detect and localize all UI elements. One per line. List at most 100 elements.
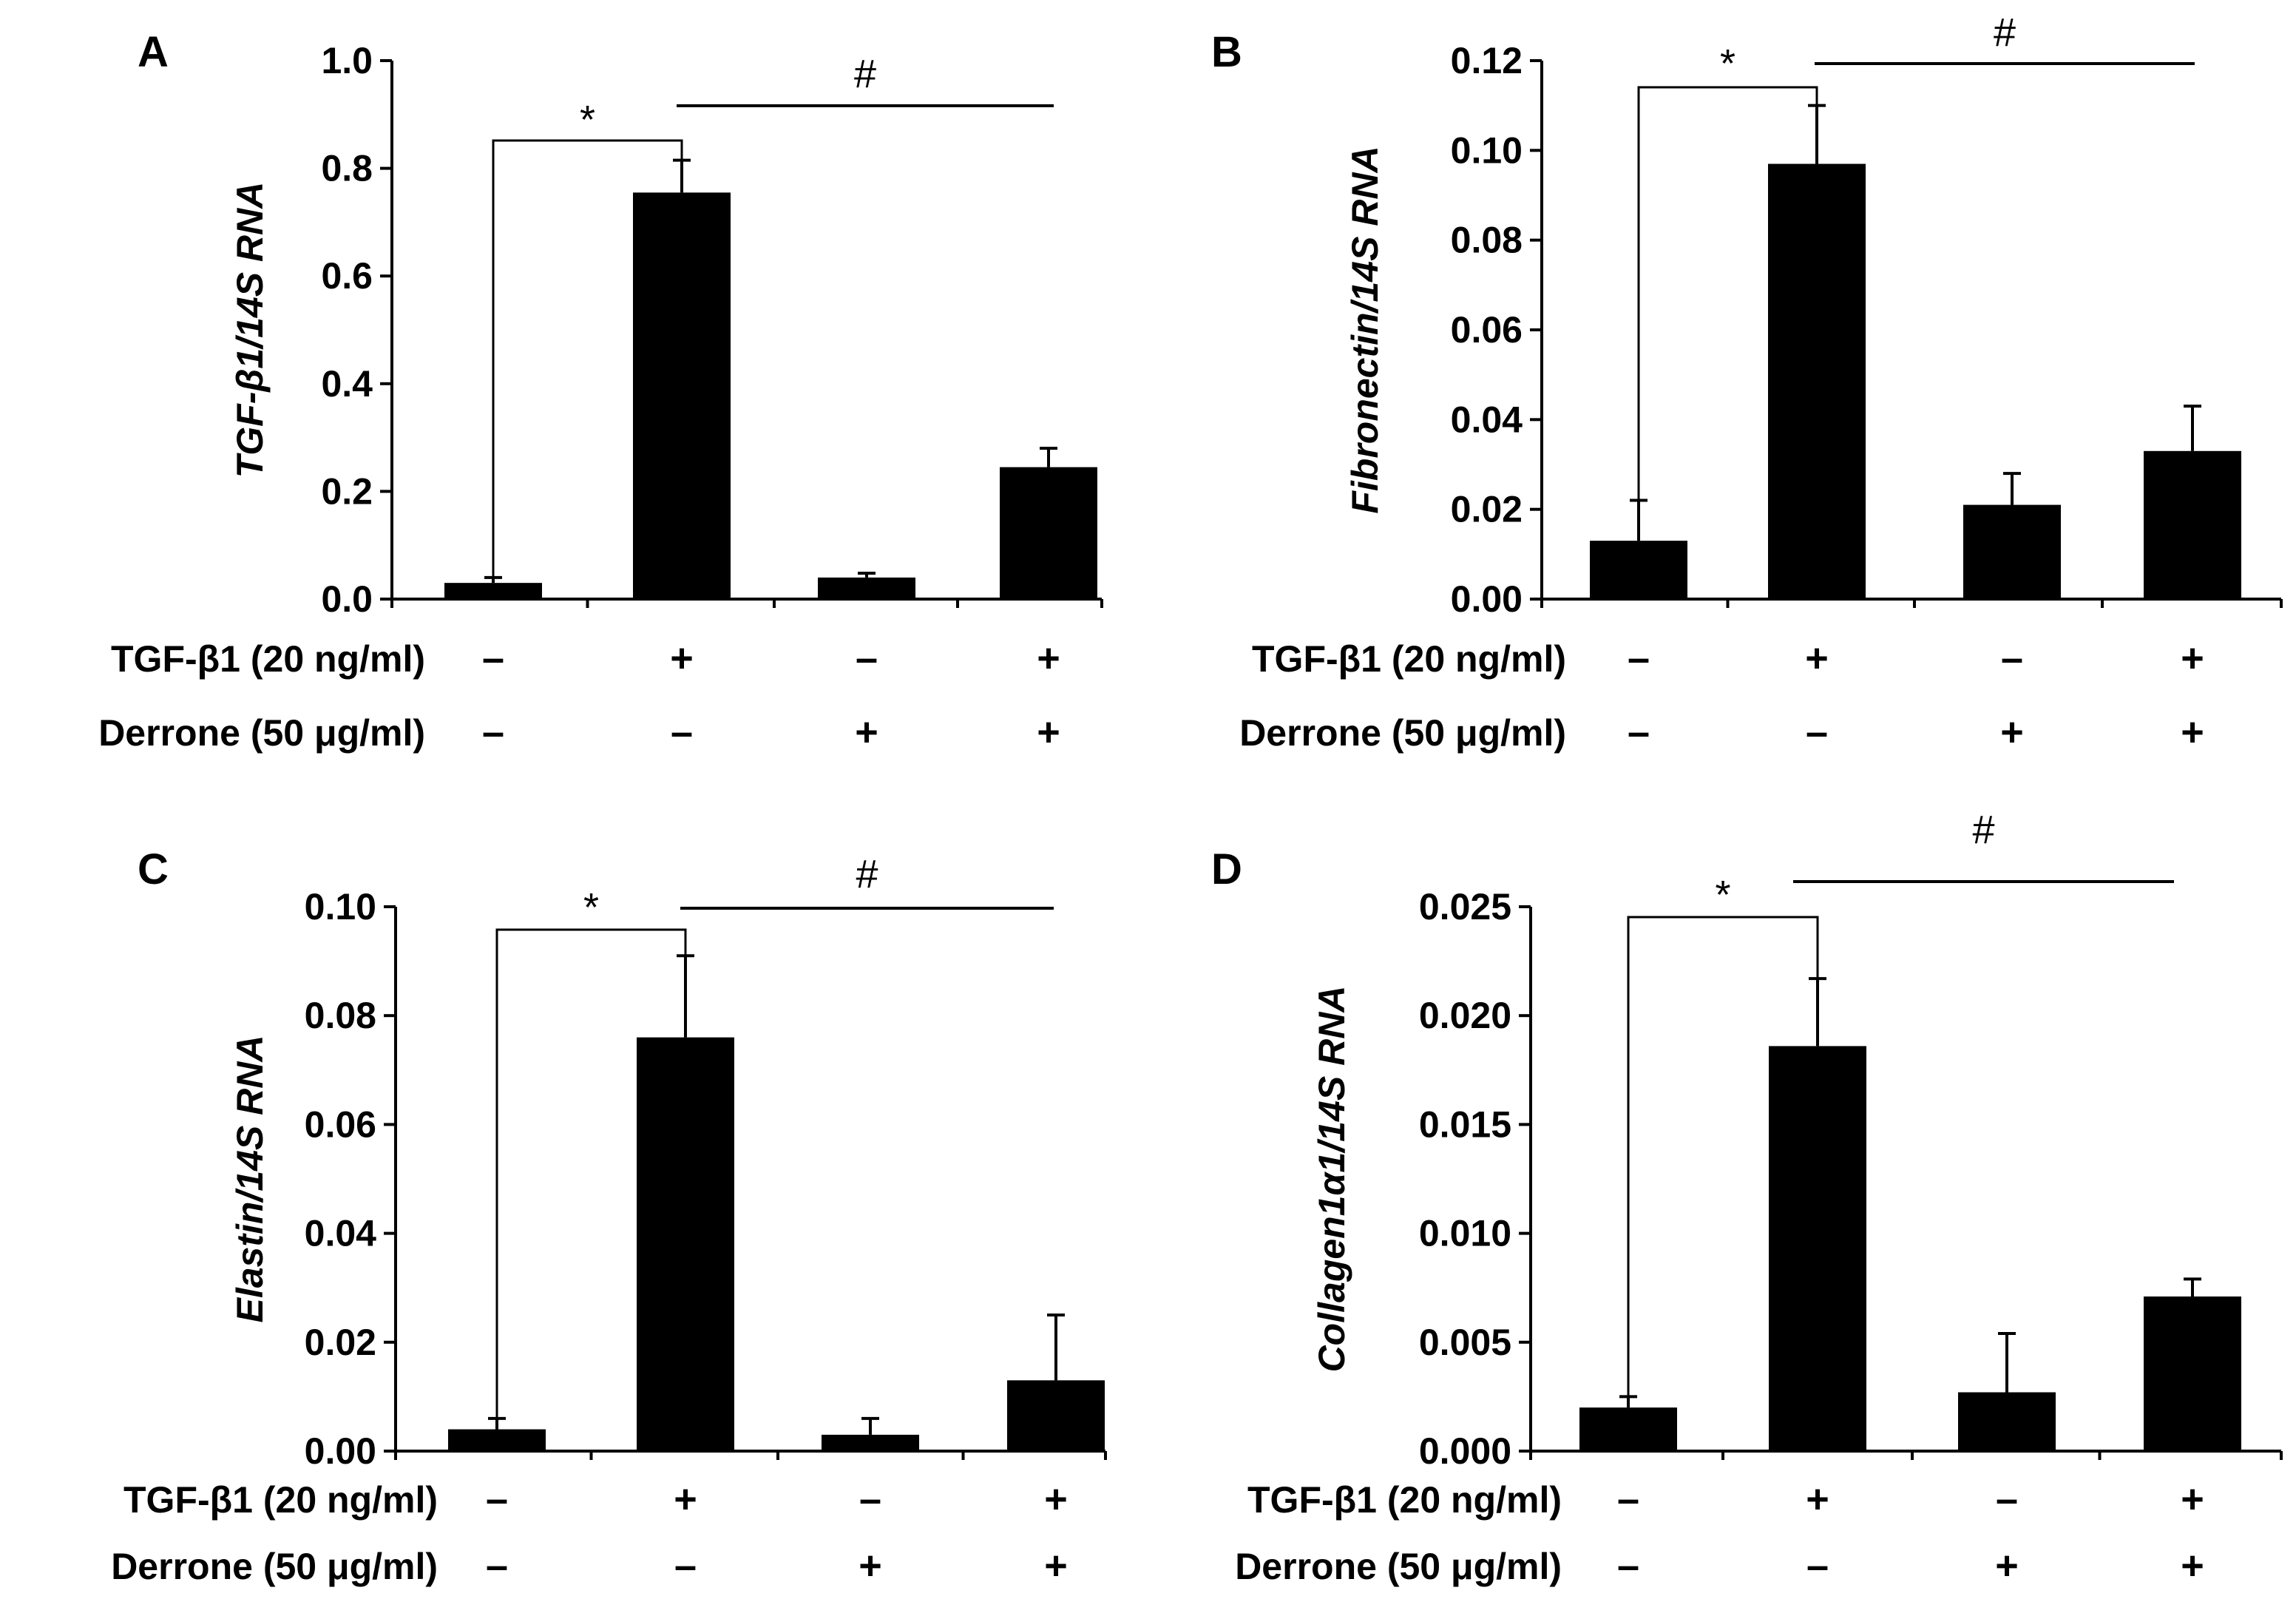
row-label-tgf: TGF-β1 (20 ng/ml) [1247,1479,1562,1521]
bar [818,577,915,599]
treatment-sign-tgf: – [2001,636,2023,680]
significance-hash: # [1994,10,2016,55]
significance-bracket [1627,916,1819,1397]
y-tick-label: 0.00 [1451,578,1523,620]
y-tick-label: 0.08 [305,995,376,1036]
y-tick-label: 1.0 [321,40,373,81]
treatment-sign-derrone: + [2181,1544,2204,1588]
bar [1768,163,1866,600]
significance-star: * [1720,41,1735,86]
bar [448,1429,546,1451]
chart-panel-b: B 0.00 0.02 0.04 0.06 0.08 0.10 0.12 Fibronectin… [1211,10,2283,754]
treatment-sign-derrone: + [1995,1544,2019,1588]
y-axis-label: Collagen1α1/14S RNA [1311,986,1352,1373]
y-axis-label: TGF-β1/14S RNA [229,182,271,479]
y-tick-label: 0.8 [321,148,373,189]
y-tick-label: 0.08 [1451,220,1523,261]
y-axis-label: Elastin/14S RNA [229,1035,271,1322]
significance-hash: # [854,52,876,96]
bar [1590,541,1687,599]
row-label-tgf: TGF-β1 (20 ng/ml) [123,1479,438,1521]
bar [1000,467,1097,599]
treatment-sign-derrone: – [486,1544,508,1588]
treatment-sign-derrone: – [671,710,693,754]
y-tick-label: 0.025 [1419,886,1511,927]
treatment-sign-tgf: – [482,636,504,680]
treatment-sign-tgf: + [1805,636,1829,680]
y-axis-label: Fibronectin/14S RNA [1344,146,1386,513]
significance-star: * [1715,873,1730,917]
row-label-tgf: TGF-β1 (20 ng/ml) [111,638,425,680]
significance-bracket [1637,86,1818,501]
bar [444,583,542,599]
panel-letter: A [138,28,169,76]
y-tick-label: 0.0 [321,578,373,620]
significance-star: * [580,98,595,142]
significance-bracket [495,928,687,1419]
bar [1958,1392,2056,1451]
y-tick-label: 0.2 [321,470,373,512]
chart-panel-d: D 0.000 0.005 0.010 0.015 0.020 0.025 Collagen1… [1211,808,2283,1588]
y-tick-label: 0.10 [1451,129,1523,171]
bar [1007,1380,1105,1451]
row-label-derrone: Derrone (50 μg/ml) [1239,712,1566,754]
treatment-sign-derrone: + [2000,710,2024,754]
y-tick-label: 0.005 [1419,1322,1511,1363]
y-tick-label: 0.02 [305,1322,376,1363]
treatment-sign-tgf: + [1037,636,1060,680]
panel-letter: D [1211,845,1242,893]
chart-panel-c: C 0.00 0.02 0.04 0.06 0.08 0.10 Elastin/14S RNA… [111,845,1107,1588]
treatment-sign-derrone: + [855,710,878,754]
bar [822,1434,919,1451]
treatment-sign-derrone: + [859,1544,882,1588]
bar [1579,1407,1677,1451]
treatment-sign-derrone: – [1806,710,1828,754]
y-tick-label: 0.010 [1419,1213,1511,1254]
y-tick-label: 0.020 [1419,995,1511,1036]
treatment-sign-tgf: + [1806,1477,1829,1521]
y-tick-label: 0.04 [305,1213,377,1254]
significance-hash: # [856,852,878,896]
treatment-sign-derrone: – [1806,1544,1829,1588]
treatment-sign-tgf: – [1617,1477,1639,1521]
y-tick-label: 0.6 [321,255,373,297]
treatment-sign-tgf: + [670,636,694,680]
treatment-sign-tgf: + [1044,1477,1068,1521]
bar [1769,1046,1866,1451]
panel-letter: C [138,845,169,893]
treatment-sign-derrone: – [482,710,504,754]
treatment-sign-derrone: + [1044,1544,1068,1588]
treatment-sign-tgf: + [2181,636,2204,680]
row-label-derrone: Derrone (50 μg/ml) [1235,1546,1562,1587]
y-tick-label: 0.10 [305,886,376,927]
treatment-sign-tgf: – [1628,636,1650,680]
y-tick-label: 0.04 [1451,399,1523,440]
treatment-sign-tgf: + [674,1477,697,1521]
row-label-derrone: Derrone (50 μg/ml) [98,712,425,754]
bar [2144,1296,2241,1451]
treatment-sign-tgf: – [856,636,878,680]
treatment-sign-derrone: – [1628,710,1650,754]
y-tick-label: 0.000 [1419,1430,1511,1472]
treatment-sign-tgf: – [1996,1477,2018,1521]
row-label-tgf: TGF-β1 (20 ng/ml) [1252,638,1566,680]
panel-letter: B [1211,28,1242,76]
y-tick-label: 0.00 [305,1430,376,1472]
bar [637,1037,734,1451]
bar [1963,504,2061,599]
treatment-sign-derrone: – [1617,1544,1639,1588]
y-tick-label: 0.06 [305,1103,376,1145]
y-tick-label: 0.06 [1451,309,1523,351]
chart-panel-a: A 0.0 0.2 0.4 0.6 0.8 1.0 TGF-β1/14S RNA * # TGF-β… [98,28,1103,754]
bar [2144,450,2241,599]
treatment-sign-tgf: + [2181,1477,2204,1521]
y-tick-label: 0.02 [1451,489,1523,530]
y-tick-label: 0.12 [1451,40,1523,81]
row-label-derrone: Derrone (50 μg/ml) [111,1546,438,1587]
treatment-sign-tgf: – [859,1477,881,1521]
significance-bracket [492,139,683,578]
y-tick-label: 0.015 [1419,1103,1511,1145]
treatment-sign-derrone: – [674,1544,697,1588]
y-tick-label: 0.4 [321,363,373,405]
